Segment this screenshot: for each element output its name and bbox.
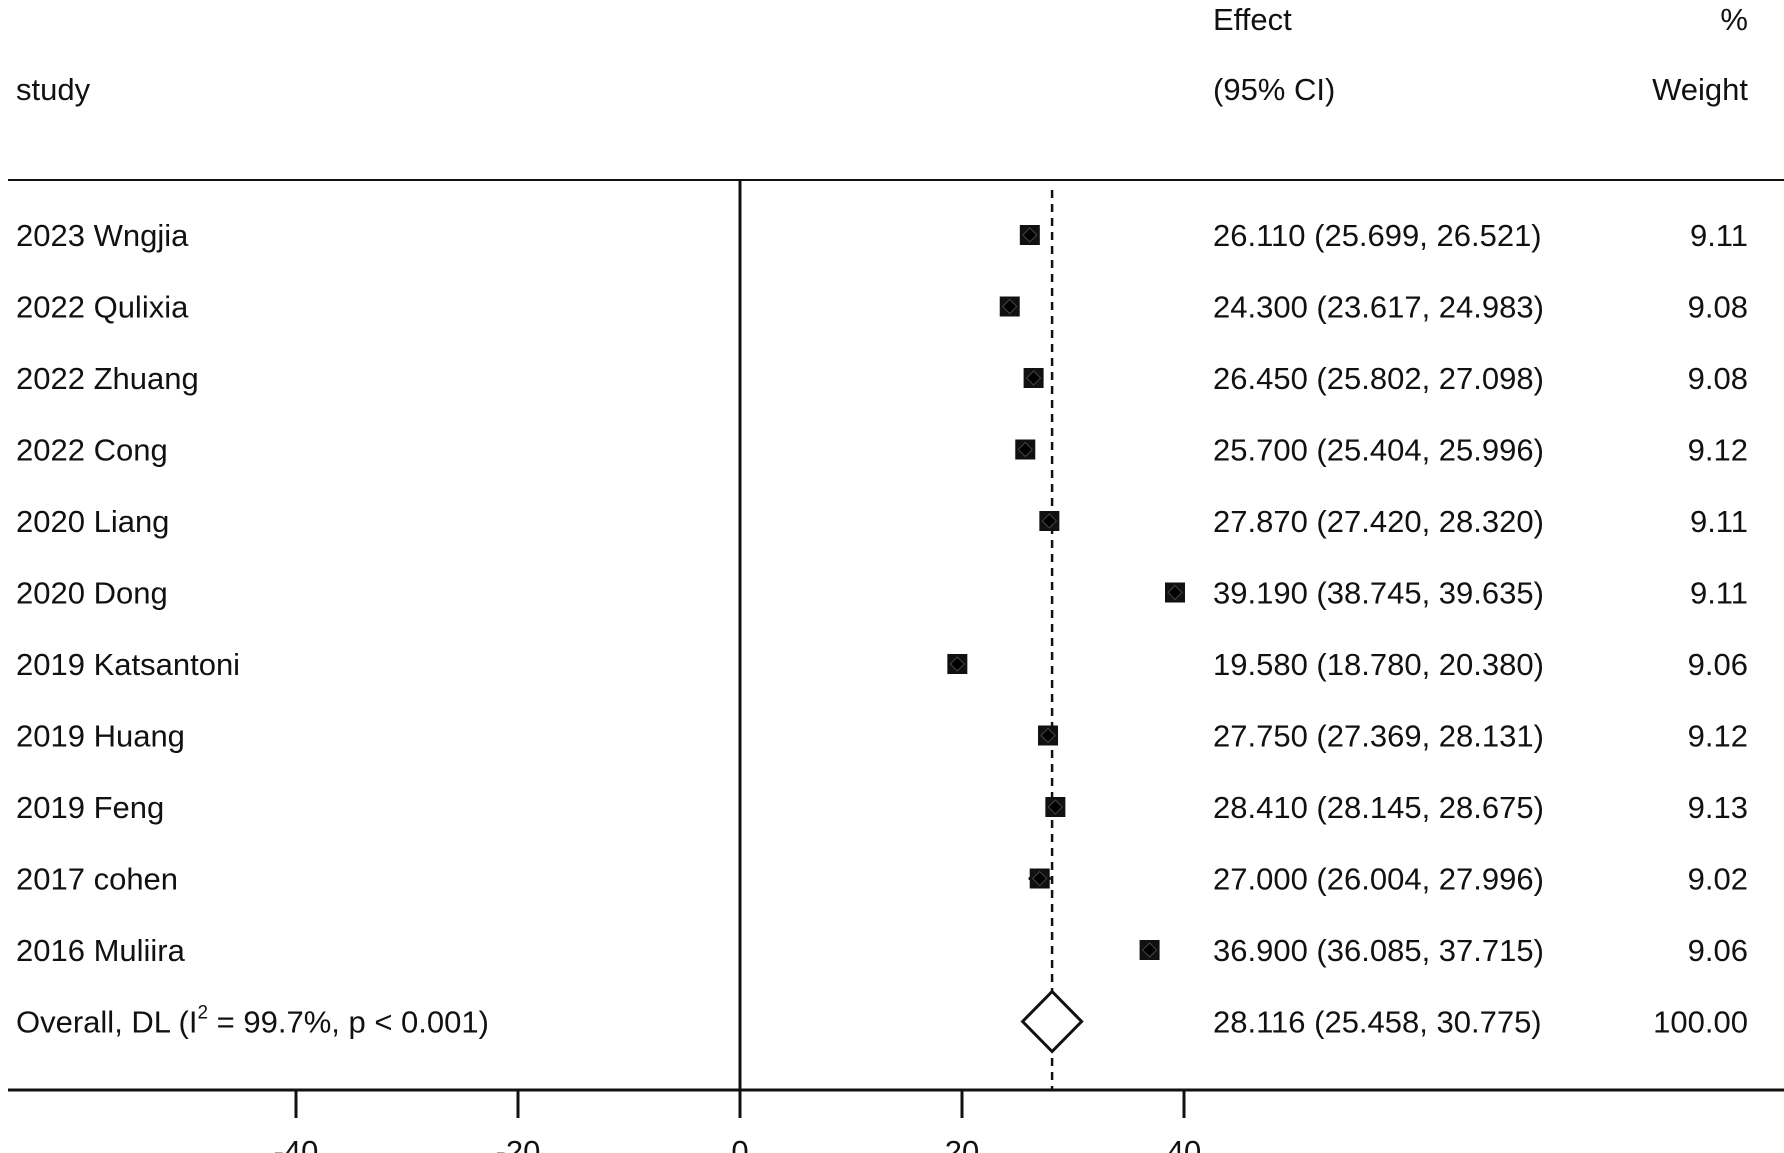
weight-text: 9.11 bbox=[1690, 504, 1748, 539]
weight-text: 9.12 bbox=[1688, 433, 1748, 468]
header-effect-line1: Effect bbox=[1213, 2, 1292, 37]
study-row: 2022 Zhuang 26.450 (25.802, 27.098) 9.08 bbox=[16, 361, 1748, 396]
effect-ci-text: 27.000 (26.004, 27.996) bbox=[1213, 862, 1544, 897]
x-tick-label: 20 bbox=[945, 1134, 979, 1153]
weight-text: 9.11 bbox=[1690, 576, 1748, 611]
weight-text: 9.06 bbox=[1688, 933, 1748, 968]
study-label: 2022 Zhuang bbox=[16, 361, 199, 396]
point-estimate-marker bbox=[1040, 727, 1056, 744]
study-label: 2022 Qulixia bbox=[16, 290, 189, 325]
effect-ci-text: 27.870 (27.420, 28.320) bbox=[1213, 504, 1544, 539]
overall-weight-text: 100.00 bbox=[1653, 1005, 1748, 1040]
study-label: 2023 Wngjia bbox=[16, 218, 189, 253]
point-estimate-marker bbox=[1017, 441, 1033, 458]
effect-ci-text: 28.410 (28.145, 28.675) bbox=[1213, 790, 1544, 825]
study-label: 2020 Dong bbox=[16, 576, 168, 611]
header-weight-line2: Weight bbox=[1652, 72, 1748, 107]
effect-ci-text: 19.580 (18.780, 20.380) bbox=[1213, 647, 1544, 682]
overall-ci-text: 28.116 (25.458, 30.775) bbox=[1213, 1005, 1542, 1040]
weight-text: 9.08 bbox=[1688, 361, 1748, 396]
study-row: 2019 Feng 28.410 (28.145, 28.675) 9.13 bbox=[16, 790, 1748, 825]
effect-ci-text: 39.190 (38.745, 39.635) bbox=[1213, 576, 1544, 611]
overall-diamond bbox=[1020, 989, 1084, 1054]
weight-text: 9.06 bbox=[1688, 647, 1748, 682]
point-estimate-marker bbox=[949, 656, 966, 672]
study-row: 2023 Wngjia 26.110 (25.699, 26.521) 9.11 bbox=[16, 218, 1748, 253]
header-study: study bbox=[16, 72, 91, 107]
x-tick-label: -40 bbox=[274, 1134, 319, 1153]
study-label: 2019 Huang bbox=[16, 719, 185, 754]
x-tick-label: 40 bbox=[1167, 1134, 1201, 1153]
study-row: 2019 Katsantoni 19.580 (18.780, 20.380) 9.… bbox=[16, 647, 1748, 682]
study-row: 2020 Liang 27.870 (27.420, 28.320) 9.11 bbox=[16, 504, 1748, 539]
study-row: 2022 Cong 25.700 (25.404, 25.996) 9.12 bbox=[16, 433, 1748, 468]
header-effect-line2: (95% CI) bbox=[1213, 72, 1335, 107]
overall-label-suffix: = 99.7%, p < 0.001) bbox=[208, 1005, 489, 1040]
study-row: 2017 cohen 27.000 (26.004, 27.996) 9.02 bbox=[16, 862, 1748, 897]
point-estimate-marker bbox=[1141, 942, 1158, 958]
point-estimate-marker bbox=[1002, 298, 1018, 315]
overall-label: Overall, DL (I2 = 99.7%, p < 0.001) bbox=[16, 1003, 489, 1040]
weight-text: 9.13 bbox=[1688, 790, 1748, 825]
study-label: 2020 Liang bbox=[16, 504, 169, 539]
effect-ci-text: 27.750 (27.369, 28.131) bbox=[1213, 719, 1544, 754]
study-row: 2022 Qulixia 24.300 (23.617, 24.983) 9.08 bbox=[16, 290, 1748, 325]
study-row: 2016 Muliira 36.900 (36.085, 37.715) 9.06 bbox=[16, 933, 1748, 968]
effect-ci-text: 25.700 (25.404, 25.996) bbox=[1213, 433, 1544, 468]
study-row: 2019 Huang 27.750 (27.369, 28.131) 9.12 bbox=[16, 719, 1748, 754]
effect-ci-text: 26.110 (25.699, 26.521) bbox=[1213, 218, 1542, 253]
effect-ci-text: 26.450 (25.802, 27.098) bbox=[1213, 361, 1544, 396]
weight-text: 9.02 bbox=[1688, 862, 1748, 897]
point-estimate-marker bbox=[1167, 584, 1183, 601]
weight-text: 9.11 bbox=[1690, 218, 1748, 253]
point-estimate-marker bbox=[1031, 870, 1048, 887]
study-label: 2022 Cong bbox=[16, 433, 168, 468]
effect-ci-text: 36.900 (36.085, 37.715) bbox=[1213, 933, 1544, 968]
x-tick-label: 0 bbox=[731, 1134, 748, 1153]
point-estimate-marker bbox=[1041, 513, 1058, 529]
header-weight-line1: % bbox=[1720, 2, 1748, 37]
point-estimate-marker bbox=[1047, 799, 1064, 815]
weight-text: 9.08 bbox=[1688, 290, 1748, 325]
overall-label-prefix: Overall, DL (I bbox=[16, 1005, 197, 1040]
point-estimate-marker bbox=[1025, 370, 1042, 386]
effect-ci-text: 24.300 (23.617, 24.983) bbox=[1213, 290, 1544, 325]
study-label: 2016 Muliira bbox=[16, 933, 186, 968]
weight-text: 9.12 bbox=[1688, 719, 1748, 754]
overall-label-superscript: 2 bbox=[197, 1003, 208, 1024]
study-label: 2019 Katsantoni bbox=[16, 647, 240, 682]
point-estimate-marker bbox=[1022, 227, 1038, 243]
study-label: 2017 cohen bbox=[16, 862, 178, 897]
study-label: 2019 Feng bbox=[16, 790, 164, 825]
study-row: 2020 Dong 39.190 (38.745, 39.635) 9.11 bbox=[16, 576, 1748, 611]
x-tick-label: -20 bbox=[496, 1134, 541, 1153]
